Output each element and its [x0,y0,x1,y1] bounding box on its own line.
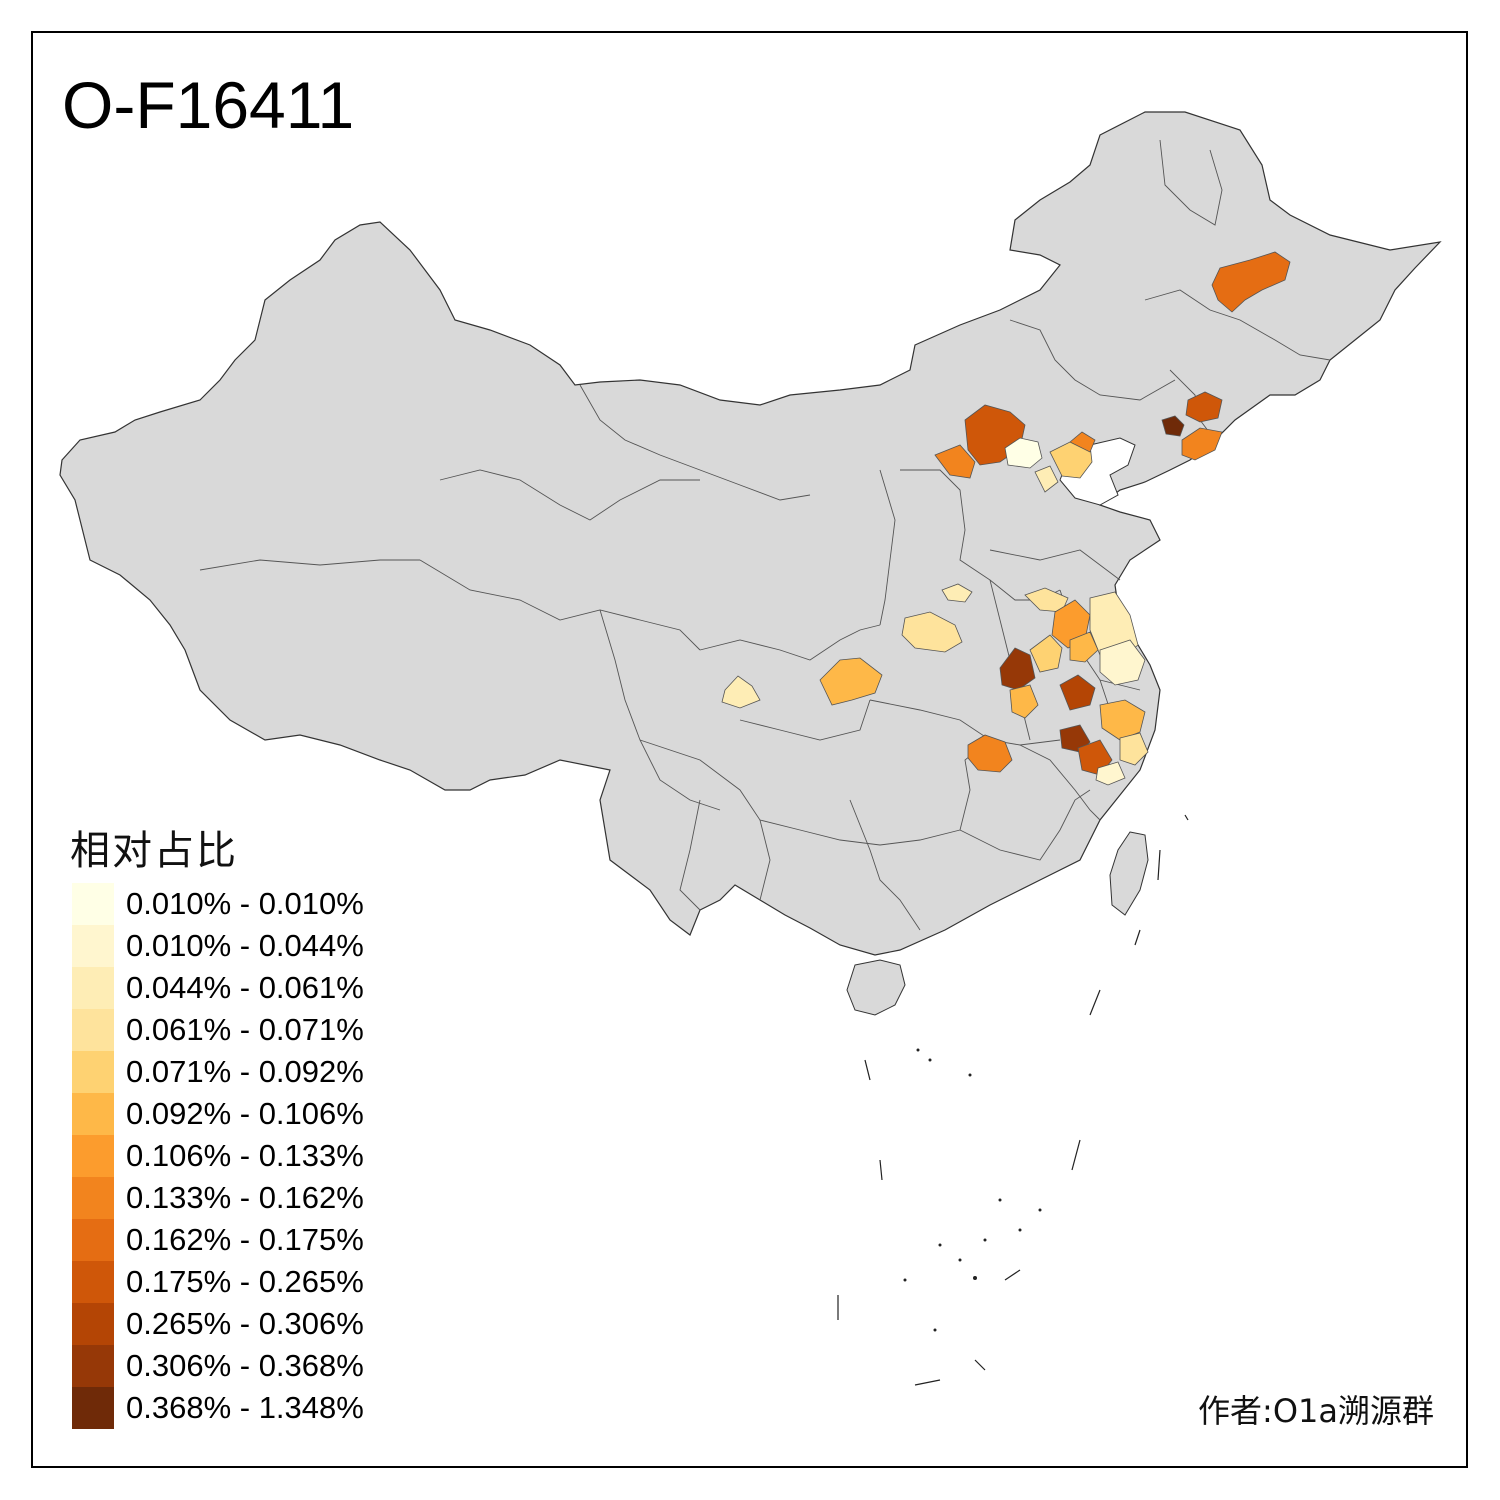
legend-label: 0.010% - 0.010% [126,886,364,921]
legend-item: 0.175% - 0.265% [72,1261,364,1303]
legend-swatch [72,1051,114,1093]
legend-swatch [72,967,114,1009]
legend-item: 0.162% - 0.175% [72,1219,364,1261]
legend-swatch [72,1387,114,1429]
region-shanghai-suzhou [1099,639,1146,686]
scattered-islets [903,1048,1042,1332]
region-shenyang-area [1185,391,1223,423]
legend-label: 0.010% - 0.044% [126,928,364,963]
region-bengbu-area [1029,634,1063,673]
legend-item: 0.010% - 0.010% [72,883,364,925]
legend-item: 0.061% - 0.071% [72,1009,364,1051]
legend-swatch [72,925,114,967]
legend-item: 0.306% - 0.368% [72,1345,364,1387]
choropleth-regions [721,251,1291,786]
legend-swatch [72,1135,114,1177]
legend-item: 0.133% - 0.162% [72,1177,364,1219]
region-hangzhou-area [1099,699,1146,741]
region-fuyang-area [999,647,1036,691]
legend-swatch [72,1303,114,1345]
region-dandong-area [1181,427,1223,461]
china-landmass [59,111,1442,956]
legend-swatch [72,1009,114,1051]
legend-swatch [72,883,114,925]
region-tianjin [1034,465,1059,493]
region-xuzhou-area [1024,587,1069,613]
region-nanyang-area [901,611,963,653]
legend-item: 0.106% - 0.133% [72,1135,364,1177]
region-lu-an-area [1009,684,1039,719]
region-hefei-area [1059,674,1096,711]
legend-label: 0.044% - 0.061% [126,970,364,1005]
legend-swatch [72,1093,114,1135]
region-ankang-area [819,657,883,706]
legend-label: 0.092% - 0.106% [126,1096,364,1131]
region-beijing [1004,437,1043,469]
region-datong-area [934,444,976,479]
region-jinzhou [1161,415,1185,437]
legend-label: 0.368% - 1.348% [126,1390,364,1425]
legend-label: 0.306% - 0.368% [126,1348,364,1383]
legend-item: 0.265% - 0.306% [72,1303,364,1345]
legend-label: 0.162% - 0.175% [126,1222,364,1257]
legend-item: 0.092% - 0.106% [72,1093,364,1135]
legend-item: 0.010% - 0.044% [72,925,364,967]
legend-swatch [72,1219,114,1261]
map-title: O-F16411 [62,68,355,142]
map-frame [31,31,1468,1468]
taiwan-island [1109,831,1149,916]
region-chengdu-area [721,675,761,709]
legend-item: 0.071% - 0.092% [72,1051,364,1093]
region-harbin-area [1211,251,1291,313]
legend-label: 0.106% - 0.133% [126,1138,364,1173]
region-huludao-area [1069,431,1096,453]
legend-swatch [72,1261,114,1303]
legend-swatch [72,1177,114,1219]
author-credit: 作者:O1a溯源群 [1198,1392,1434,1430]
legend-item: 0.368% - 1.348% [72,1387,364,1429]
region-jinhua-area [1119,732,1149,766]
legend-swatch [72,1345,114,1387]
legend-label: 0.175% - 0.265% [126,1264,364,1299]
legend-item: 0.044% - 0.061% [72,967,364,1009]
region-nanjing-area [1069,631,1099,663]
region-zhengzhou-area [941,583,973,603]
legend-label: 0.071% - 0.092% [126,1054,364,1089]
south-china-sea-islands [837,814,1189,1386]
legend-title: 相对占比 [70,828,238,874]
hainan-island [846,959,906,1016]
region-wuhan-area [967,734,1013,773]
legend-label: 0.061% - 0.071% [126,1012,364,1047]
legend: 0.010% - 0.010% 0.010% - 0.044% 0.044% - 0… [72,883,364,1429]
legend-label: 0.133% - 0.162% [126,1180,364,1215]
legend-label: 0.265% - 0.306% [126,1306,364,1341]
region-lishui-area [1095,761,1126,786]
